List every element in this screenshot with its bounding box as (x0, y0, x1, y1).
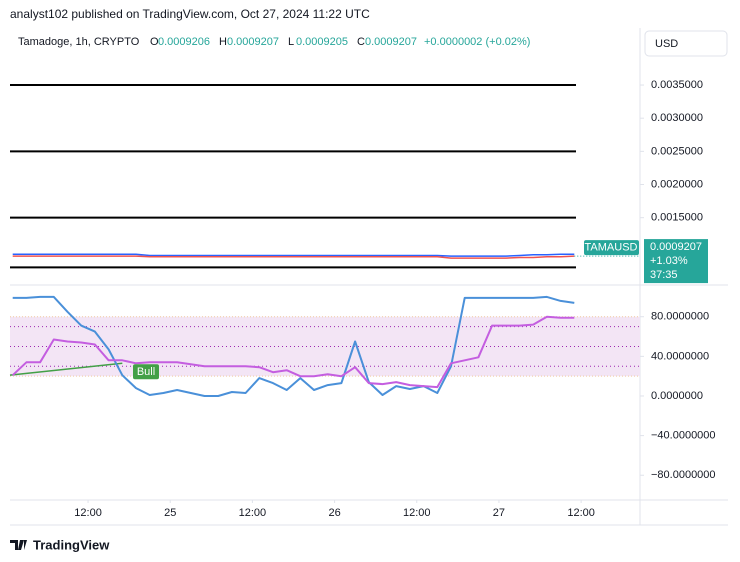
y-tick-label: 0.0030000 (651, 112, 703, 124)
trend-line (9, 362, 123, 376)
x-tick-label: 12:00 (74, 507, 102, 519)
ohlc-value: 0.0009205 (296, 36, 348, 48)
ohlc-value: 0.0009206 (158, 36, 210, 48)
currency-button[interactable] (644, 30, 728, 57)
y-tick-label: 0.0020000 (651, 178, 703, 190)
series-line (12, 255, 575, 259)
y-tick-label: 0.0025000 (651, 145, 703, 157)
y-tick-label: 0.0035000 (651, 79, 703, 91)
ohlc-key: H (219, 36, 227, 48)
ohlc-key: L (288, 36, 294, 48)
series-line (12, 253, 575, 257)
y-tick-label: 40.0000000 (651, 350, 709, 362)
y-tick-label: 0.0000000 (651, 390, 703, 402)
series-line (12, 315, 575, 389)
y-tick-label: −80.0000000 (651, 469, 716, 481)
symbol-title: Tamadoge, 1h, CRYPTO (18, 36, 140, 48)
brand-name: TradingView (33, 537, 110, 552)
y-tick-label: 80.0000000 (651, 311, 709, 323)
series-line (12, 295, 575, 397)
currency-label[interactable]: USD (655, 38, 678, 50)
x-tick-label: 26 (328, 507, 340, 519)
header-title: analyst102 published on TradingView.com,… (10, 7, 370, 21)
x-tick-label: 25 (164, 507, 176, 519)
brand-logo (10, 540, 27, 550)
band-fill (10, 316, 640, 377)
x-tick-label: 27 (493, 507, 505, 519)
annotation-box (133, 364, 159, 380)
symbol-tag-label: TAMAUSD (585, 242, 638, 254)
ohlc-value: 0.0009207 (227, 36, 279, 48)
x-tick-label: 12:00 (567, 507, 595, 519)
x-tick-label: 12:00 (403, 507, 431, 519)
y-tick-label: −40.0000000 (651, 430, 716, 442)
ohlc-key: O (150, 36, 159, 48)
ohlc-value: 0.0009207 (365, 36, 417, 48)
price-tag-countdown: 37:35 (650, 269, 678, 281)
ohlc-change: +0.0000002 (+0.02%) (424, 36, 530, 48)
annotation-label: Bull (137, 366, 155, 378)
price-tag (644, 239, 708, 284)
y-tick-label: 0.0015000 (651, 212, 703, 224)
symbol-tag (584, 240, 639, 256)
price-tag-value: 0.0009207 (650, 241, 702, 253)
ohlc-key: C (357, 36, 365, 48)
x-tick-label: 12:00 (239, 507, 267, 519)
price-tag-change: +1.03% (650, 255, 688, 267)
